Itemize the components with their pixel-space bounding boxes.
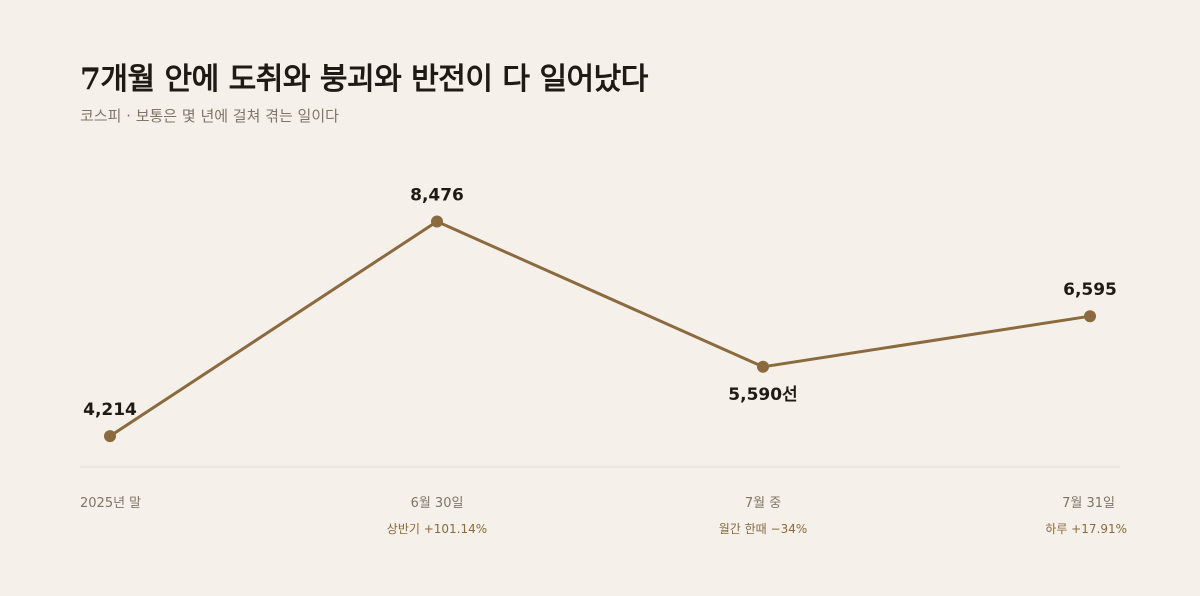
x-tick-label: 7월 31일 <box>1062 496 1115 511</box>
data-value-label: 6,595 <box>1063 280 1117 300</box>
change-annotation: 상반기 +101.14% <box>387 522 487 536</box>
data-point <box>431 215 443 228</box>
x-tick-label: 2025년 말 <box>80 496 141 511</box>
data-point <box>757 360 769 373</box>
x-tick-label: 6월 30일 <box>411 496 464 511</box>
data-point <box>104 430 116 443</box>
data-value-label: 5,590선 <box>728 385 797 405</box>
series-line <box>108 220 1092 438</box>
x-tick-label: 7월 중 <box>745 496 781 511</box>
data-value-label: 8,476 <box>410 185 464 205</box>
data-value-label: 4,214 <box>83 400 137 420</box>
chart-title: 7개월 안에 도취와 붕괴와 반전이 다 일어났다 <box>80 62 648 97</box>
data-point <box>1084 310 1096 323</box>
chart-subtitle: 코스피 · 보통은 몇 년에 걸쳐 겪는 일이다 <box>80 107 339 125</box>
change-annotation: 월간 한때 −34% <box>719 522 808 536</box>
change-annotation: 하루 +17.91% <box>1045 522 1127 536</box>
